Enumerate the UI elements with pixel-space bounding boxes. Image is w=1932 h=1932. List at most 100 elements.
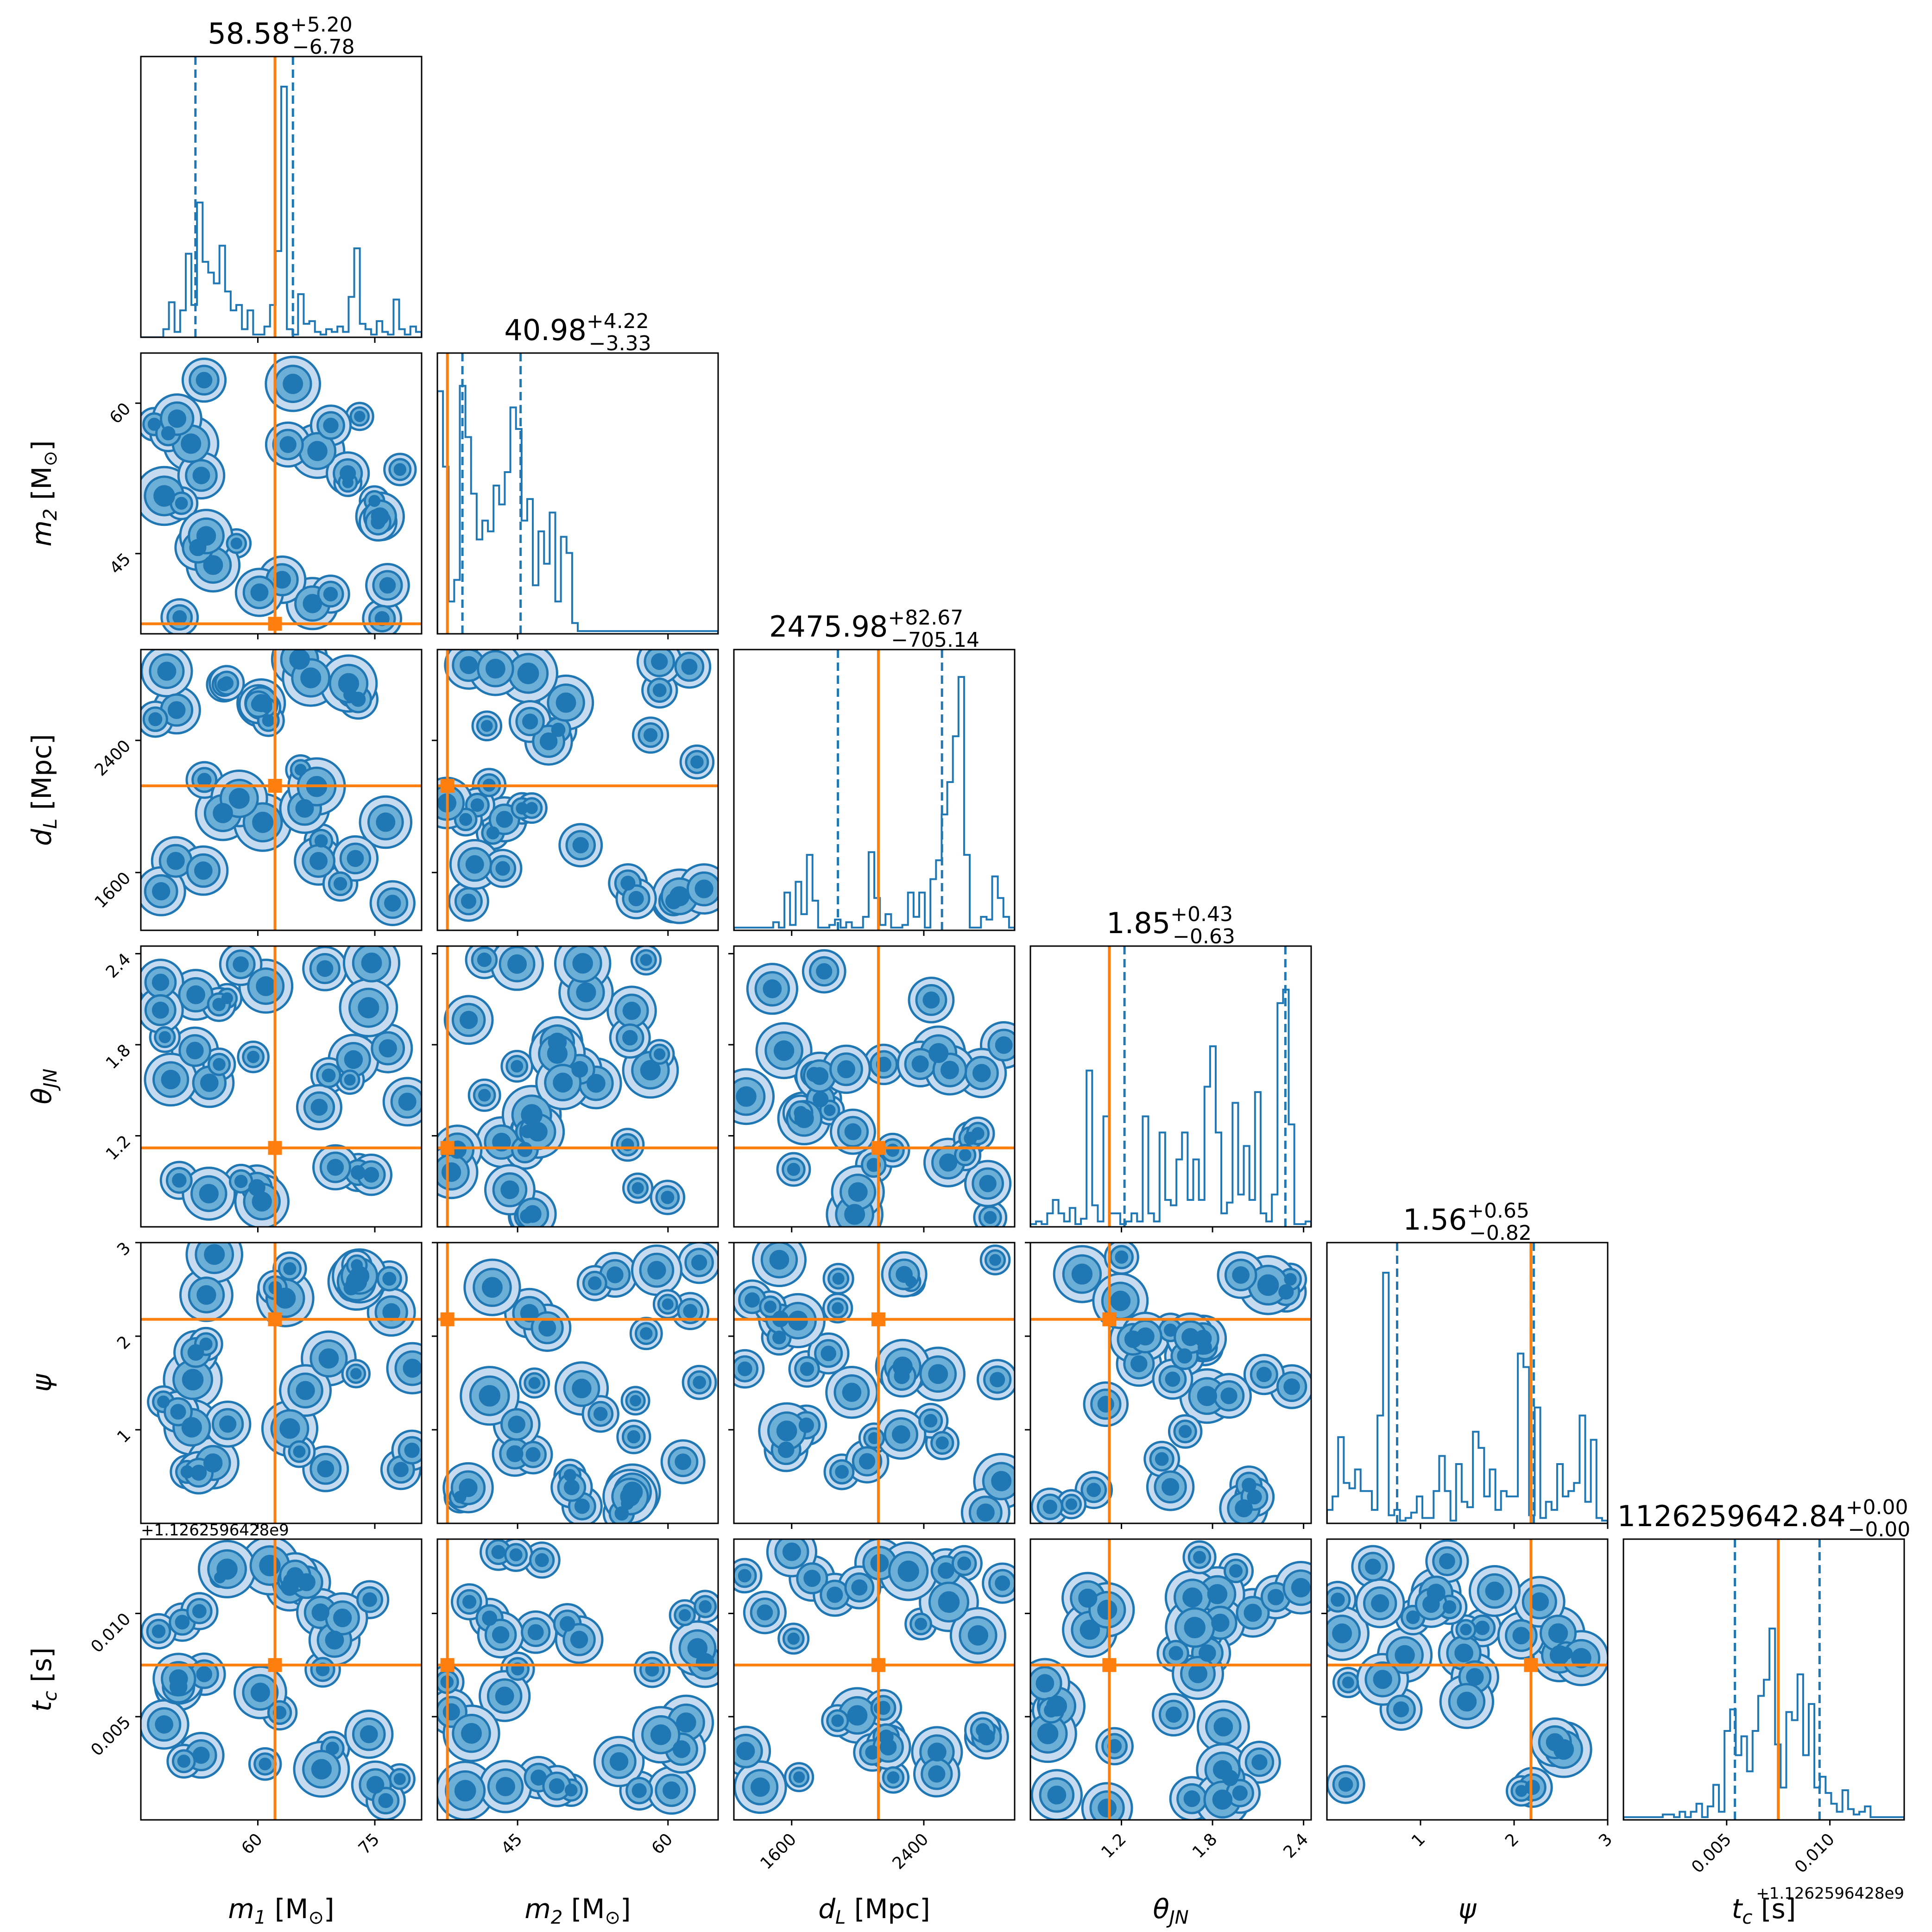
contour-inner-8 [350, 1368, 362, 1380]
contour-inner-9 [358, 997, 379, 1019]
y-tick-label-psi: 3 [114, 1238, 134, 1259]
panel-thetaJN-psi [1025, 1242, 1312, 1529]
contour-inner-19 [379, 577, 396, 594]
contour-inner-13 [233, 956, 249, 972]
y-tick-label-tc: 0.005 [87, 1713, 134, 1760]
contour-inner-27 [751, 1777, 770, 1797]
contour-inner-19 [322, 1068, 336, 1083]
contour-inner-24 [528, 1122, 548, 1142]
contour-inner-18 [661, 1191, 675, 1204]
contour-inner-25 [678, 1609, 691, 1622]
y-axis-label-thetaJN: θJN [26, 1068, 61, 1104]
contour-inner-5 [1364, 1559, 1381, 1575]
contour-inner-0 [938, 1562, 954, 1579]
contour-inner-11 [737, 1361, 752, 1376]
contour-inner-17 [203, 1453, 223, 1473]
axis-label-symbol: ψ [1458, 1893, 1477, 1925]
contour-inner-26 [967, 1625, 989, 1646]
panel-m1-m1: 58.58+5.20 −6.78 [140, 13, 423, 343]
contour-inner-29 [279, 436, 297, 453]
panel-dL-psi [728, 1242, 1016, 1529]
contour-inner-27 [1044, 1703, 1059, 1717]
contour-inner-25 [1115, 1250, 1129, 1264]
contour-inner-29 [219, 1415, 237, 1433]
axis-label-unit: [M [562, 1893, 605, 1925]
contour-inner-26 [1136, 1327, 1155, 1346]
contour-inner-21 [1188, 1664, 1207, 1683]
axis-label-subscript: 2 [551, 1907, 562, 1928]
contour-inner-8 [177, 1755, 191, 1768]
x-tick-label-tc: 0.005 [1688, 1830, 1735, 1877]
panel-content [437, 650, 718, 930]
panel-m1-thetaJN: 1.2 1.8 2.4 [102, 945, 423, 1232]
contour-inner-26 [1212, 1789, 1233, 1810]
contour-inner-13 [938, 1591, 960, 1613]
contour-inner-1 [675, 1453, 691, 1470]
contour-inner-20 [152, 882, 170, 901]
contour-inner-2 [652, 683, 667, 697]
contour-inner-21 [1256, 1367, 1272, 1383]
axis-label-symbol: t [1732, 1893, 1743, 1925]
contour-inner-11 [309, 852, 328, 870]
contour-inner-13 [984, 1211, 997, 1224]
contour-inner-25 [691, 1254, 707, 1271]
x-tick-label-dL: 1600 [757, 1830, 800, 1873]
panel-frame [140, 56, 423, 338]
contour-inner-12 [311, 1603, 329, 1622]
contour-inner-25 [351, 1259, 363, 1271]
axis-label-unit: [Mpc] [846, 1893, 930, 1925]
contour-inner-24 [344, 1074, 356, 1086]
panel-m1-tc: 60 75 0.005 0.010 [87, 1538, 423, 1858]
x-offset-text-tc: +1.1262596428e9 [1756, 1884, 1904, 1903]
contour-inner-21 [976, 1723, 990, 1737]
truth-marker [268, 1312, 282, 1326]
axis-label-symbol: θ [1153, 1893, 1169, 1925]
panel-content [734, 1243, 1015, 1523]
contour-inner-3 [1278, 1284, 1294, 1300]
contour-inner-15 [203, 555, 223, 575]
contour-inner-3 [560, 1616, 575, 1632]
contour-inner-12 [482, 1610, 498, 1626]
contour-inner-22 [283, 1262, 297, 1275]
contour-inner-17 [1183, 1790, 1200, 1807]
truth-marker [268, 1658, 282, 1672]
contour-inner-19 [651, 653, 668, 670]
histogram-m1 [141, 85, 422, 337]
contour-inner-27 [522, 713, 538, 730]
contour-inner-20 [382, 1303, 401, 1321]
contour-inner-24 [323, 417, 339, 434]
contour-inner-23 [1338, 1777, 1353, 1792]
title-plus: +0.43 [1170, 903, 1233, 926]
contour-inner-28 [940, 1061, 959, 1080]
contour-inner-27 [500, 1180, 519, 1200]
contour-inner-25 [363, 1167, 379, 1183]
contour-inner-9 [777, 1441, 795, 1458]
axis-label-symbol: t [26, 1700, 57, 1711]
contour-inner-14 [465, 855, 484, 874]
contour-inner-12 [810, 1067, 829, 1085]
contour-inner-12 [289, 650, 310, 670]
title-dL: 2475.98+82.67 −705.14 [769, 606, 979, 652]
contour-inner-0 [620, 876, 636, 891]
contour-inner-13 [192, 1604, 207, 1618]
contour-inner-25 [376, 812, 396, 832]
contour-inner-27 [228, 788, 250, 809]
panel-frame [436, 1538, 719, 1821]
contour-inner-17 [976, 1503, 995, 1522]
title-median: 1.56 [1403, 1203, 1467, 1237]
contour-inner-26 [892, 1425, 910, 1444]
contour-inner-17 [672, 1740, 691, 1758]
contour-inner-18 [259, 1757, 271, 1771]
axis-label-subscript: L [40, 819, 61, 829]
truth-marker [871, 1141, 885, 1155]
histogram-tc [1623, 1627, 1904, 1820]
truth-marker [440, 779, 455, 793]
contour-inner-14 [928, 1743, 947, 1762]
axis-label-unit-end: ] [26, 440, 57, 451]
y-axis-label-tc: tc [s] [26, 1648, 61, 1712]
contour-inner-6 [147, 417, 161, 431]
axis-label-subscript: JN [40, 1068, 61, 1091]
contour-inner-29 [959, 1149, 972, 1162]
histogram-thetaJN [1030, 989, 1311, 1227]
contour-inner-0 [928, 1043, 949, 1063]
